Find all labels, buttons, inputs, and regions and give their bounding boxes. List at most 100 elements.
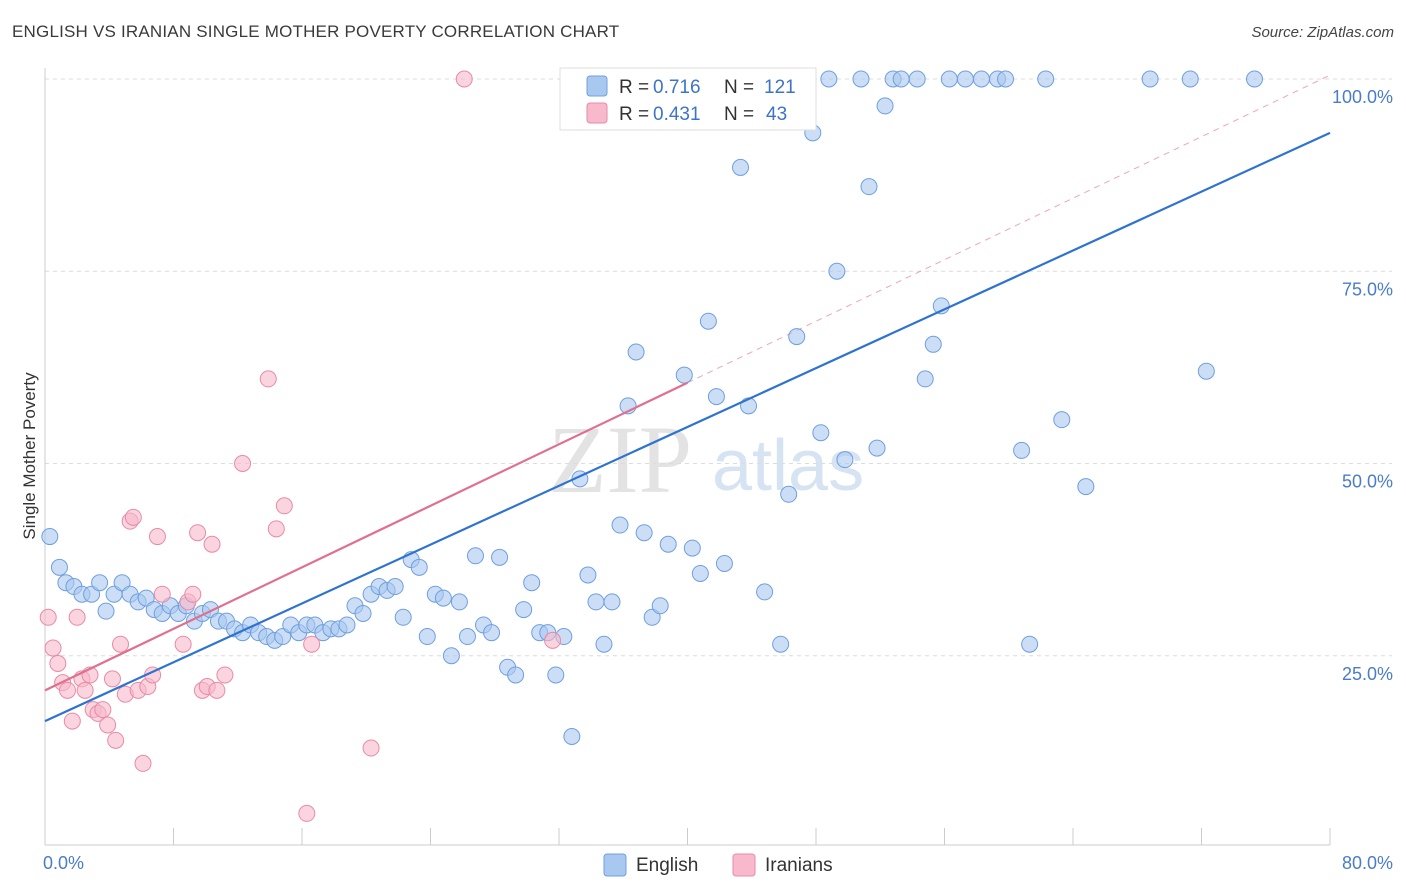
point-english-114 [1013, 441, 1031, 459]
stats-legend: R = 0.716 N = 121 R = 0.431 N = 43 [559, 67, 817, 131]
legend-swatch-english [586, 75, 608, 97]
point-iranians-1 [44, 639, 62, 657]
point-english-110 [956, 70, 974, 88]
point-english-0 [41, 528, 59, 546]
point-iranians-15 [107, 731, 125, 749]
point-english-43 [386, 578, 404, 596]
point-iranians-21 [134, 754, 152, 772]
point-english-39 [354, 604, 372, 622]
point-english-109 [940, 70, 958, 88]
point-english-56 [491, 548, 509, 566]
point-english-116 [1037, 70, 1055, 88]
point-english-85 [732, 158, 750, 176]
point-english-100 [860, 178, 878, 196]
point-english-80 [691, 564, 709, 582]
point-english-9 [113, 574, 131, 592]
point-english-70 [603, 593, 621, 611]
point-iranians-34 [216, 666, 234, 684]
point-english-95 [812, 424, 830, 442]
point-english-113 [997, 70, 1015, 88]
y-tick-label-2: 75.0% [1342, 279, 1393, 299]
legend-r-label-iranians: R = [619, 104, 649, 125]
watermark: ZIP atlas [548, 406, 864, 513]
trendline-extension-iranians [687, 74, 1331, 384]
bottom-legend-label-iranians: Iranians [765, 855, 833, 876]
point-english-96 [820, 70, 838, 88]
y-tick-label-1: 50.0% [1342, 472, 1393, 492]
point-iranians-19 [124, 508, 142, 526]
point-english-55 [483, 624, 501, 642]
point-english-51 [450, 593, 468, 611]
point-english-104 [892, 70, 910, 88]
point-english-83 [715, 554, 733, 572]
point-iranians-43 [544, 631, 562, 649]
point-english-90 [772, 635, 790, 653]
point-iranians-29 [189, 524, 207, 542]
point-english-76 [651, 597, 669, 615]
legend-n-label-english: N = [724, 77, 754, 98]
point-english-91 [780, 485, 798, 503]
point-english-106 [916, 370, 934, 388]
legend-r-value-english: 0.716 [653, 77, 701, 98]
point-iranians-28 [184, 585, 202, 603]
point-english-6 [91, 574, 109, 592]
watermark-zip: ZIP [548, 406, 692, 513]
point-english-111 [972, 70, 990, 88]
point-iranians-0 [39, 608, 57, 626]
point-iranians-37 [267, 520, 285, 538]
point-english-98 [836, 451, 854, 469]
point-english-74 [635, 524, 653, 542]
point-iranians-6 [68, 608, 86, 626]
source-label: Source: ZipAtlas.com [1251, 24, 1394, 41]
bottom-legend-swatch-english [603, 853, 627, 877]
legend-n-value-iranians: 43 [766, 104, 787, 125]
point-english-71 [611, 516, 629, 534]
point-iranians-24 [148, 528, 166, 546]
point-english-69 [595, 635, 613, 653]
point-iranians-33 [208, 681, 226, 699]
x-tick-label-min: 0.0% [43, 853, 84, 873]
point-iranians-40 [303, 635, 321, 653]
point-english-102 [876, 97, 894, 115]
point-english-59 [515, 601, 533, 619]
point-iranians-13 [99, 716, 117, 734]
point-iranians-41 [362, 739, 380, 757]
point-iranians-32 [203, 535, 221, 553]
point-iranians-36 [259, 370, 277, 388]
point-iranians-4 [58, 681, 76, 699]
legend-r-label-english: R = [619, 77, 649, 98]
point-english-65 [563, 727, 581, 745]
point-english-82 [707, 388, 725, 406]
point-english-68 [587, 593, 605, 611]
point-iranians-14 [103, 670, 121, 688]
trendline-iranians [44, 381, 688, 692]
legend-n-value-english: 121 [764, 77, 796, 98]
x-tick-label-max: 80.0% [1342, 853, 1393, 873]
point-english-12 [137, 589, 155, 607]
point-english-107 [924, 335, 942, 353]
point-iranians-25 [153, 585, 171, 603]
point-english-63 [547, 666, 565, 684]
point-english-79 [683, 539, 701, 557]
trendlines [687, 74, 1331, 384]
point-english-121 [1197, 362, 1215, 380]
point-iranians-35 [234, 455, 252, 472]
point-english-122 [1246, 70, 1264, 88]
point-english-37 [338, 616, 356, 634]
point-english-75 [643, 608, 661, 626]
point-english-67 [579, 566, 597, 584]
point-english-88 [756, 583, 774, 601]
y-tick-label-0: 25.0% [1342, 664, 1393, 684]
point-english-92 [788, 328, 806, 346]
data-points [39, 70, 1331, 822]
point-english-120 [1181, 70, 1199, 88]
point-iranians-2 [49, 654, 67, 672]
point-english-105 [908, 70, 926, 88]
point-iranians-26 [174, 635, 192, 653]
point-english-49 [434, 589, 452, 607]
point-iranians-16 [111, 635, 129, 653]
point-english-118 [1077, 478, 1095, 496]
point-english-81 [699, 312, 717, 330]
point-english-99 [852, 70, 870, 88]
